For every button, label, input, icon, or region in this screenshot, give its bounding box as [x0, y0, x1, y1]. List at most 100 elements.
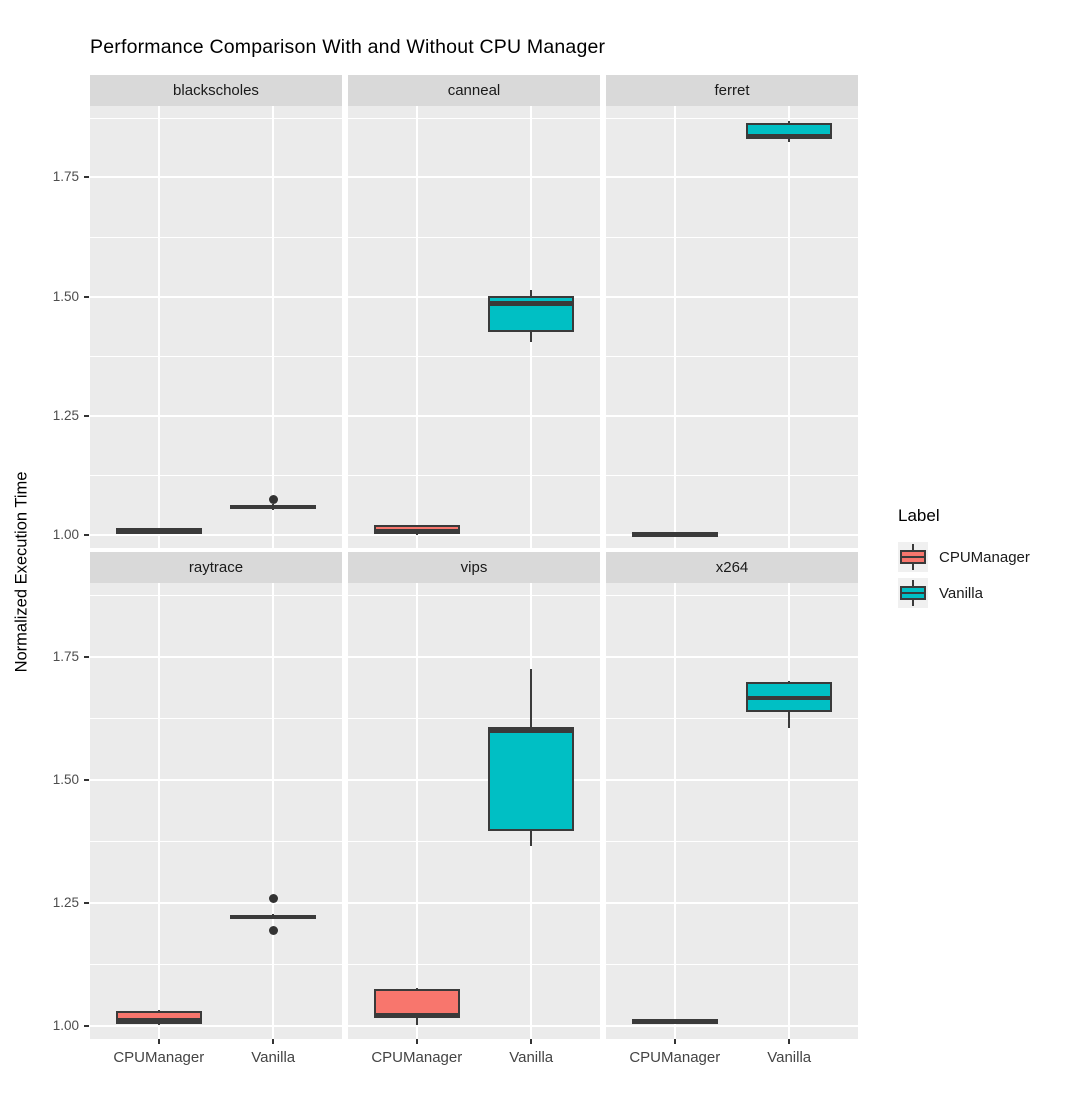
facet-label: x264 [715, 559, 749, 576]
x-tick-label: CPUManager [371, 1049, 463, 1066]
gridline-major [90, 778, 342, 781]
x-tick-label: CPUManager [629, 1049, 721, 1066]
gridline-minor [348, 475, 600, 477]
y-tick-mark [84, 295, 89, 298]
median-line-blackscholes-CPUManager [115, 528, 202, 533]
chart-title: Performance Comparison With and Without … [90, 36, 606, 58]
gridline-minor [348, 356, 600, 358]
gridline-major [90, 655, 342, 658]
facet-panel-canneal [348, 106, 600, 548]
facet-strip-raytrace: raytrace [90, 552, 342, 583]
gridline-minor [90, 595, 342, 597]
median-line-x264-Vanilla [746, 695, 833, 701]
median-line-raytrace-CPUManager [115, 1017, 202, 1023]
y-tick-mark [84, 901, 89, 904]
gridline-major [348, 533, 600, 536]
facet-strip-blackscholes: blackscholes [90, 75, 342, 106]
gridline-major [606, 295, 858, 298]
gridline-major [606, 533, 858, 536]
facet-panel-ferret [606, 106, 858, 548]
gridline-vertical [788, 106, 791, 548]
facet-panel-blackscholes [90, 106, 342, 548]
y-tick-mark [84, 1024, 89, 1027]
median-line-ferret-Vanilla [746, 134, 833, 139]
gridline-minor [606, 475, 858, 477]
legend-entries: CPUManager Vanilla [898, 542, 1030, 608]
gridline-vertical [673, 583, 676, 1039]
gridline-major [606, 1024, 858, 1027]
gridline-minor [348, 841, 600, 843]
boxplot-key-icon [898, 542, 928, 572]
x-tick-label: Vanilla [251, 1049, 296, 1066]
y-tick-mark [84, 414, 89, 417]
median-line-blackscholes-Vanilla [230, 504, 317, 510]
gridline-major [348, 176, 600, 179]
facet-strip-vips: vips [348, 552, 600, 583]
facet-label: raytrace [188, 559, 244, 576]
facet-label: blackscholes [173, 82, 259, 99]
x-tick-mark [157, 1039, 160, 1044]
gridline-minor [90, 237, 342, 239]
gridline-major [348, 295, 600, 298]
gridline-vertical [788, 583, 791, 1039]
gridline-minor [606, 718, 858, 720]
gridline-minor [90, 356, 342, 358]
facet-strip-ferret: ferret [606, 75, 858, 106]
median-line-vips-CPUManager [373, 1012, 460, 1017]
gridline-minor [348, 237, 600, 239]
gridline-minor [606, 964, 858, 966]
gridline-major [348, 655, 600, 658]
gridline-vertical [272, 583, 275, 1039]
outlier-point [268, 925, 278, 935]
gridline-minor [606, 841, 858, 843]
gridline-vertical [415, 106, 418, 548]
gridline-major [348, 901, 600, 904]
x-tick-mark [788, 1039, 791, 1044]
gridline-minor [606, 356, 858, 358]
facet-label: vips [460, 559, 488, 576]
gridline-major [348, 414, 600, 417]
gridline-vertical [157, 583, 160, 1039]
legend-label: CPUManager [939, 548, 1030, 566]
y-tick-mark [84, 176, 89, 179]
gridline-minor [90, 475, 342, 477]
gridline-major [90, 176, 342, 179]
gridline-vertical [272, 106, 275, 548]
box-vips-Vanilla [488, 727, 575, 831]
gridline-minor [348, 117, 600, 119]
x-tick-label: CPUManager [113, 1049, 205, 1066]
gridline-minor [606, 595, 858, 597]
outlier-point [268, 893, 278, 903]
gridline-minor [606, 237, 858, 239]
y-tick-label: 1.25 [52, 407, 79, 423]
outlier-point [268, 494, 278, 504]
x-tick-mark [415, 1039, 418, 1044]
y-tick-label: 1.00 [52, 526, 79, 542]
gridline-major [90, 414, 342, 417]
gridline-major [606, 655, 858, 658]
legend: Label CPUManager Vanilla [898, 506, 1030, 614]
y-tick-mark [84, 655, 89, 658]
gridline-minor [348, 595, 600, 597]
gridline-vertical [157, 106, 160, 548]
legend-entry-CPUManager: CPUManager [898, 542, 1030, 572]
facet-panel-raytrace [90, 583, 342, 1039]
facet-strip-x264: x264 [606, 552, 858, 583]
x-tick-label: Vanilla [767, 1049, 812, 1066]
gridline-vertical [415, 583, 418, 1039]
facet-label: ferret [714, 82, 750, 99]
legend-label: Vanilla [939, 584, 983, 602]
median-line-canneal-CPUManager [373, 529, 460, 534]
median-line-ferret-CPUManager [631, 531, 718, 537]
x-tick-mark [530, 1039, 533, 1044]
y-tick-label: 1.50 [52, 288, 79, 304]
y-tick-label: 1.25 [52, 894, 79, 910]
gridline-minor [606, 117, 858, 119]
y-tick-mark [84, 533, 89, 536]
facet-panel-vips [348, 583, 600, 1039]
y-tick-mark [84, 778, 89, 781]
x-tick-mark [272, 1039, 275, 1044]
gridline-minor [90, 718, 342, 720]
